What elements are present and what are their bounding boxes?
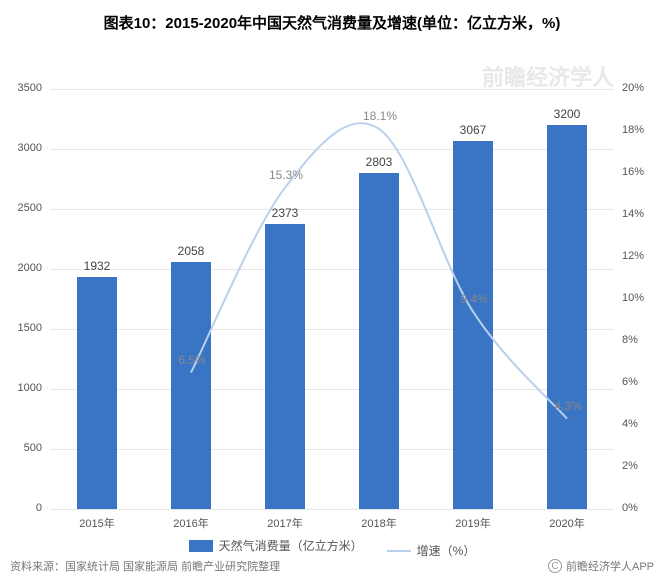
- footer: 资料来源：国家统计局 国家能源局 前瞻产业研究院整理 C 前瞻经济学人APP: [0, 552, 664, 580]
- x-tick-label: 2016年: [151, 515, 231, 531]
- y-right-tick: 10%: [622, 292, 662, 304]
- y-right-tick: 8%: [622, 334, 662, 346]
- y-right-tick: 12%: [622, 250, 662, 262]
- y-right-tick: 6%: [622, 376, 662, 388]
- y-right-tick: 20%: [622, 82, 662, 94]
- y-left-tick: 1000: [2, 382, 42, 394]
- app-label: 前瞻经济学人APP: [566, 558, 654, 574]
- x-tick-label: 2018年: [339, 515, 419, 531]
- x-tick-label: 2019年: [433, 515, 513, 531]
- y-right-tick: 2%: [622, 460, 662, 472]
- legend-bar-icon: [189, 540, 213, 552]
- y-right-tick: 18%: [622, 124, 662, 136]
- x-tick-label: 2015年: [57, 515, 137, 531]
- chart-title: 图表10：2015-2020年中国天然气消费量及增速(单位：亿立方米，%): [0, 0, 664, 33]
- chart-area: 05001000150020002500300035000%2%4%6%8%10…: [50, 89, 614, 509]
- footer-right: C 前瞻经济学人APP: [548, 558, 654, 574]
- y-right-tick: 16%: [622, 166, 662, 178]
- y-left-tick: 500: [2, 442, 42, 454]
- y-left-tick: 2000: [2, 262, 42, 274]
- copyright-icon: C: [548, 559, 562, 573]
- line-value-label: 4.3%: [543, 399, 593, 413]
- y-right-tick: 0%: [622, 502, 662, 514]
- watermark-text: 前瞻经济学人: [482, 60, 614, 92]
- x-tick-label: 2020年: [527, 515, 607, 531]
- line-value-label: 6.5%: [167, 353, 217, 367]
- y-left-tick: 0: [2, 502, 42, 514]
- line-value-label: 9.4%: [449, 292, 499, 306]
- y-right-tick: 14%: [622, 208, 662, 220]
- gridline: [50, 509, 614, 510]
- source-label: 资料来源：国家统计局 国家能源局 前瞻产业研究院整理: [10, 558, 280, 574]
- y-left-tick: 1500: [2, 322, 42, 334]
- y-right-tick: 4%: [622, 418, 662, 430]
- line-value-label: 15.3%: [261, 168, 311, 182]
- y-left-tick: 3500: [2, 82, 42, 94]
- y-left-tick: 2500: [2, 202, 42, 214]
- x-tick-label: 2017年: [245, 515, 325, 531]
- line-value-label: 18.1%: [355, 109, 405, 123]
- y-left-tick: 3000: [2, 142, 42, 154]
- growth-line: [50, 89, 614, 509]
